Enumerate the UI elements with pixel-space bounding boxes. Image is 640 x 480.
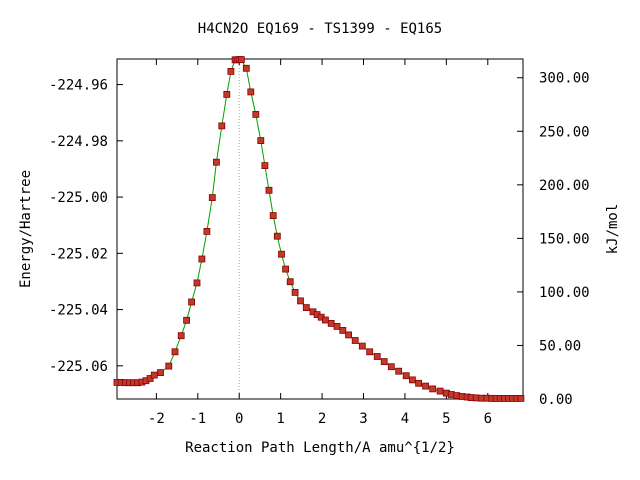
- y2-tick-label: 0.00: [539, 392, 573, 408]
- series-points: [113, 56, 525, 402]
- data-point: [269, 212, 277, 220]
- data-point: [208, 194, 216, 202]
- energy-curve-line: [117, 59, 521, 399]
- y-tick-label: -225.00: [49, 190, 108, 206]
- data-point: [302, 304, 310, 312]
- chart-title: H4CN2O EQ169 - TS1399 - EQ165: [198, 21, 442, 37]
- y2-tick-label: 200.00: [539, 178, 590, 194]
- data-point: [252, 111, 260, 118]
- x-axis-label: Reaction Path Length/A amu^{1/2}: [185, 440, 455, 456]
- plot-frame: [116, 58, 524, 400]
- x-tick-label: 0: [235, 411, 243, 427]
- data-point: [517, 394, 525, 402]
- data-point: [193, 279, 201, 287]
- y2-tick-label: 150.00: [539, 231, 590, 247]
- x-tick-label: 1: [276, 411, 284, 427]
- x-tick-label: 3: [359, 411, 367, 427]
- data-point: [408, 376, 416, 384]
- data-point: [198, 255, 206, 263]
- data-point: [203, 227, 211, 235]
- data-point: [183, 316, 191, 324]
- x-tick-label: -1: [189, 411, 206, 427]
- y2-tick-label: 50.00: [539, 338, 581, 354]
- data-point: [327, 319, 335, 327]
- data-point: [395, 367, 403, 375]
- data-point: [402, 372, 410, 380]
- data-point: [273, 232, 281, 240]
- data-point: [380, 358, 388, 366]
- x-tick-label: 4: [401, 411, 409, 427]
- y-tick-label: -225.06: [49, 359, 108, 375]
- data-point: [257, 137, 265, 145]
- y2-axis-label: kJ/mol: [605, 204, 621, 255]
- y-tick-label: -225.04: [49, 303, 108, 319]
- data-point: [297, 297, 304, 305]
- y-tick-label: -225.02: [49, 246, 108, 262]
- data-point: [436, 387, 444, 395]
- y2-tick-label: 100.00: [539, 285, 590, 301]
- data-point: [373, 353, 381, 360]
- data-point: [278, 250, 285, 258]
- y-axis-left: -224.96 -224.98 -225.00 -225.02 -225.04 -225.…: [49, 78, 123, 375]
- data-point: [282, 265, 290, 273]
- data-point: [177, 332, 185, 340]
- y-tick-label: -224.96: [49, 78, 108, 94]
- data-point: [333, 322, 341, 330]
- data-point: [150, 371, 158, 379]
- data-point: [358, 342, 366, 350]
- x-axis: -2 -1 0 1 2 3 4 5 6: [148, 59, 492, 427]
- y2-tick-label: 250.00: [539, 124, 590, 140]
- data-point: [415, 379, 423, 387]
- data-point: [345, 331, 353, 339]
- data-point: [212, 158, 220, 166]
- x-tick-label: 5: [442, 411, 450, 427]
- x-tick-label: 2: [318, 411, 326, 427]
- y-axis-label: Energy/Hartree: [18, 170, 34, 288]
- data-point: [227, 68, 235, 75]
- data-point: [188, 298, 196, 306]
- data-point: [387, 363, 395, 371]
- data-point: [165, 362, 173, 370]
- y-axis-right: 0.00 50.00 100.00 150.00 200.00 250.00 300.00: [517, 71, 590, 408]
- data-point: [237, 56, 245, 63]
- x-tick-label: 6: [484, 411, 492, 427]
- data-point: [366, 348, 374, 356]
- data-point: [422, 382, 430, 390]
- data-point: [291, 288, 299, 296]
- series-curve: [117, 59, 521, 399]
- data-point: [286, 278, 294, 286]
- data-point: [247, 88, 255, 96]
- y-tick-label: -224.98: [49, 134, 108, 150]
- y2-tick-label: 300.00: [539, 71, 590, 87]
- data-point: [429, 385, 437, 393]
- data-point: [242, 64, 250, 72]
- data-point: [218, 122, 226, 130]
- data-point: [339, 326, 347, 334]
- data-point: [223, 91, 231, 98]
- data-point: [321, 316, 329, 324]
- data-point: [171, 348, 179, 356]
- data-point: [157, 369, 164, 377]
- data-point: [261, 162, 269, 170]
- x-tick-label: -2: [148, 411, 165, 427]
- data-point: [351, 337, 359, 344]
- data-point: [265, 186, 273, 194]
